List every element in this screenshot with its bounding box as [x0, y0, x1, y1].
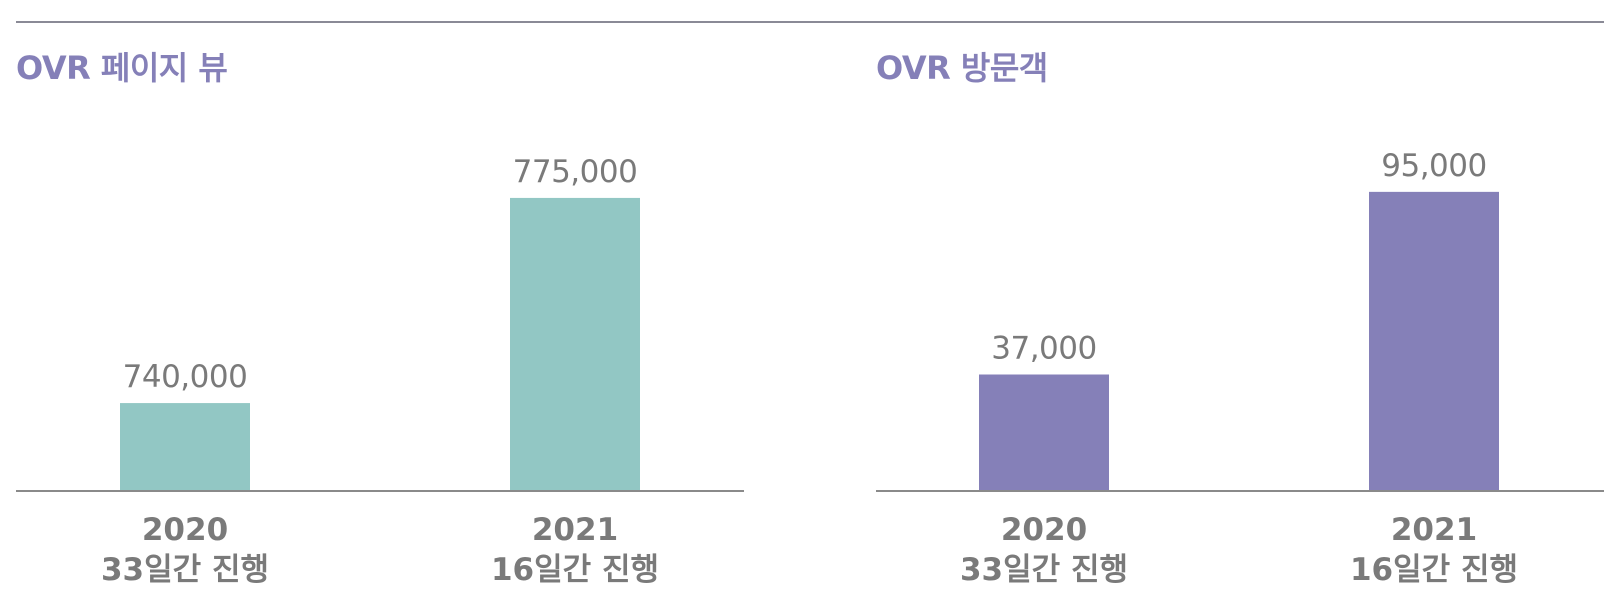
- bar-value-label: 740,000: [123, 359, 248, 395]
- category-duration-label: 33일간 진행: [960, 552, 1128, 588]
- category-duration-label: 16일간 진행: [491, 552, 659, 588]
- bar-1-2021: [1369, 191, 1499, 491]
- chart-title-visitors: OVR 방문객: [876, 49, 1048, 87]
- category-year-label: 2021: [1391, 512, 1477, 548]
- category-year-label: 2020: [142, 512, 228, 548]
- bar-value-label: 775,000: [513, 154, 638, 190]
- bar-value-label: 37,000: [991, 330, 1096, 366]
- category-year-label: 2021: [532, 512, 618, 548]
- category-duration-label: 33일간 진행: [101, 552, 269, 588]
- bar-0-2021: [510, 197, 640, 491]
- bar-value-label: 95,000: [1381, 148, 1486, 184]
- category-year-label: 2020: [1001, 512, 1087, 548]
- bar-1-2020: [979, 374, 1109, 491]
- chart-title-page-views: OVR 페이지 뷰: [16, 49, 228, 87]
- category-duration-label: 16일간 진행: [1350, 552, 1518, 588]
- bar-0-2020: [120, 403, 250, 491]
- top-divider: [16, 21, 1604, 23]
